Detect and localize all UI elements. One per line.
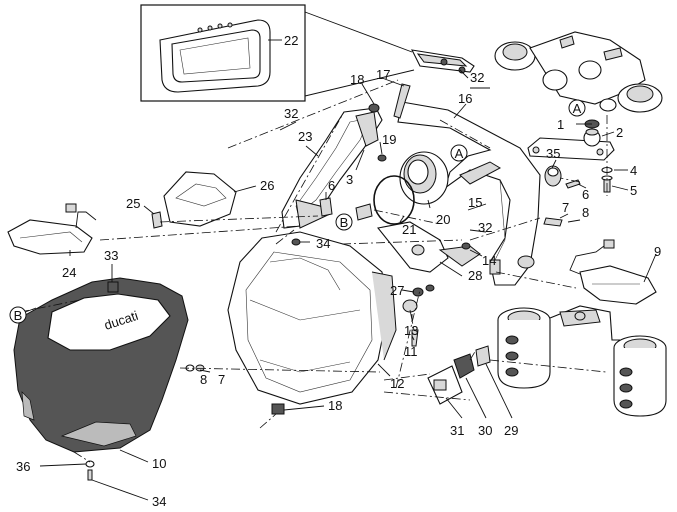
callout-20: 20: [436, 212, 450, 227]
screws-27: [412, 284, 435, 297]
mount-35: [544, 165, 562, 187]
screw-32-mid: [461, 242, 471, 250]
screw-17: [393, 83, 411, 119]
callout-23: 23: [298, 129, 312, 144]
callout-24: 24: [62, 265, 76, 280]
callout-6-right: 6: [582, 187, 589, 202]
callout-7-left: 7: [218, 372, 225, 387]
callout-5: 5: [630, 183, 637, 198]
callout-32-right: 32: [478, 220, 492, 235]
callout-17: 17: [376, 67, 390, 82]
screws-36-34: [85, 460, 95, 481]
callout-35: 35: [546, 146, 560, 161]
screw-34-upper: [291, 238, 301, 246]
inset-leader-bottom: [304, 69, 415, 97]
callout-16: 16: [458, 91, 472, 106]
callout-30: 30: [478, 423, 492, 438]
callout-22: 22: [284, 33, 298, 48]
callout-15: 15: [468, 195, 482, 210]
front-fairing-10: ducati: [13, 277, 189, 453]
callout-21: 21: [402, 222, 416, 237]
screw-11: [411, 329, 419, 347]
callout-11: 11: [404, 344, 418, 359]
screw-6-right: [565, 179, 581, 189]
marker-b-mid: B: [335, 213, 353, 231]
screw-18-top: [368, 103, 380, 113]
callout-34-bottom: 34: [152, 494, 166, 509]
callout-26: 26: [260, 178, 274, 193]
o-ring-21: [373, 175, 415, 225]
callout-25: 25: [126, 196, 140, 211]
callout-14: 14: [482, 253, 496, 268]
headlight-12: [227, 231, 397, 405]
callout-7-right: 7: [562, 200, 569, 215]
svg-text:A: A: [573, 101, 582, 116]
turn-signal-right: [569, 239, 657, 305]
inner-fairing-frame: [281, 107, 383, 229]
clip-18-lower: [271, 403, 285, 415]
callout-32: 32: [470, 70, 484, 85]
lamp-shell-20: [399, 151, 449, 205]
callout-31: 31: [450, 423, 464, 438]
marker-a-mid: A: [450, 144, 468, 162]
bolt-mid: [355, 203, 373, 221]
callout-32-left: 32: [284, 106, 298, 121]
screw-19: [377, 154, 387, 162]
part-29: [475, 345, 491, 367]
marker-b-left: B: [9, 306, 27, 324]
marker-a-top: A: [568, 99, 586, 117]
turn-signal-left: [7, 203, 97, 255]
front-subframe: [397, 101, 541, 286]
callout-36: 36: [16, 459, 30, 474]
callout-28: 28: [468, 268, 482, 283]
callout-4: 4: [630, 163, 637, 178]
callout-2: 2: [616, 125, 623, 140]
svg-text:A: A: [455, 146, 464, 161]
windscreen-26: [163, 171, 237, 227]
screw-6-left: [319, 197, 333, 217]
screw-25: [151, 211, 163, 229]
bracket-31: [427, 365, 463, 405]
callout-27: 27: [390, 283, 404, 298]
bracket-2: [527, 128, 615, 161]
callout-29: 29: [504, 423, 518, 438]
svg-text:B: B: [340, 215, 349, 230]
callout-6-left: 6: [328, 178, 335, 193]
callout-1: 1: [557, 117, 564, 132]
callout-9: 9: [654, 244, 661, 259]
lower-triple-clamp: [497, 305, 667, 417]
inset-leader-top: [304, 11, 413, 53]
callout-18: 18: [350, 72, 364, 87]
bracket-28: [376, 221, 481, 273]
guide-lines: [19, 79, 607, 463]
leader-lines: [19, 39, 657, 501]
callout-33: 33: [104, 248, 118, 263]
callout-34-mid: 34: [316, 236, 330, 251]
screw-8-7-right: [543, 217, 563, 227]
callout-19: 19: [382, 132, 396, 147]
callout-labels: 22 17 18 32 16 1 2 4 5 35 6 19 32 23 3 2…: [16, 33, 661, 509]
callout-8-left: 8: [200, 372, 207, 387]
callout-10: 10: [152, 456, 166, 471]
clip-14: [489, 259, 501, 275]
callout-13: 13: [404, 323, 418, 338]
clip-33: [107, 281, 119, 293]
callout-8-right: 8: [582, 205, 589, 220]
callout-3: 3: [346, 172, 353, 187]
part-30: [453, 353, 475, 379]
instrument-panel: [411, 49, 475, 74]
callout-12: 12: [390, 376, 404, 391]
upper-triple-clamp: [494, 31, 663, 113]
callout-18-lower: 18: [328, 398, 342, 413]
svg-text:B: B: [14, 308, 23, 323]
instrument-panel-inset: [159, 19, 271, 93]
